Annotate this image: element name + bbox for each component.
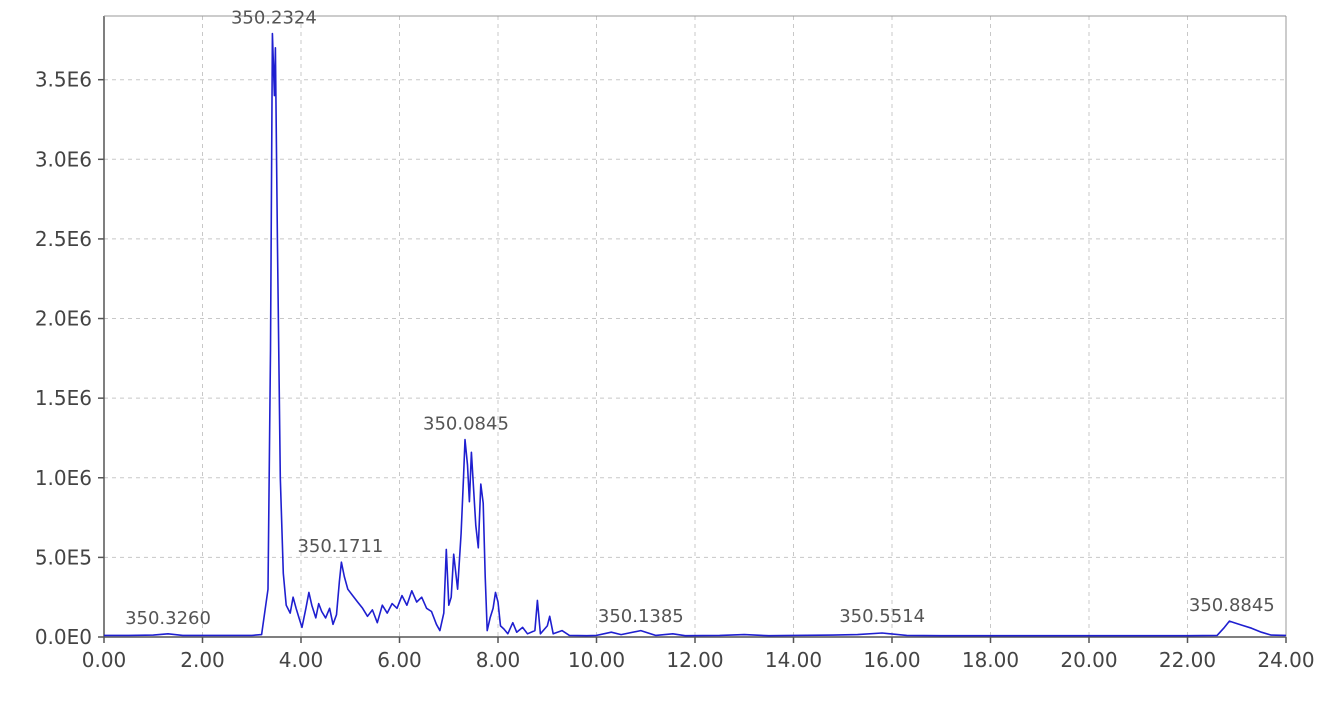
- y-tick-label: 2.5E6: [35, 227, 92, 251]
- x-tick-label: 16.00: [863, 648, 920, 672]
- y-tick-label: 3.0E6: [35, 147, 92, 171]
- x-tick-label: 10.00: [568, 648, 625, 672]
- grid-layer: [104, 16, 1287, 637]
- tic-series-line: [104, 32, 1287, 637]
- y-tick-label: 1.5E6: [35, 386, 92, 410]
- peak-label: 350.3260: [125, 608, 211, 629]
- plot-background: [104, 16, 1286, 637]
- y-tick-label: 1.0E6: [35, 466, 92, 490]
- x-tick-label: 20.00: [1060, 648, 1117, 672]
- peak-label: 350.0845: [423, 414, 509, 435]
- peak-label: 350.5514: [839, 606, 925, 627]
- peak-label: 350.1711: [297, 536, 383, 557]
- y-tick-label: 2.0E6: [35, 307, 92, 331]
- y-tick-label: 5.0E5: [35, 545, 92, 569]
- tick-layer: 0.00 2.00 4.00 6.00 8.00 10.00 12.00 14.00 16.00…: [35, 68, 1315, 672]
- y-tick-label: 0.0E0: [35, 625, 92, 649]
- x-tick-label: 2.00: [180, 648, 225, 672]
- x-tick-label: 24.00: [1257, 648, 1314, 672]
- x-tick-label: 8.00: [476, 648, 521, 672]
- peak-label: 350.1385: [598, 606, 684, 627]
- y-tick-label: 3.5E6: [35, 68, 92, 92]
- peak-label: 350.8845: [1189, 595, 1275, 616]
- peak-label: 350.2324: [231, 8, 317, 29]
- x-tick-label: 0.00: [82, 648, 127, 672]
- x-tick-label: 14.00: [765, 648, 822, 672]
- x-tick-label: 4.00: [279, 648, 324, 672]
- x-tick-label: 12.00: [666, 648, 723, 672]
- peak-label-layer: 350.2324 350.0845 350.1711 350.3260 350.1385…: [125, 8, 1275, 629]
- x-tick-label: 18.00: [962, 648, 1019, 672]
- x-tick-label: 6.00: [377, 648, 422, 672]
- x-tick-label: 22.00: [1159, 648, 1216, 672]
